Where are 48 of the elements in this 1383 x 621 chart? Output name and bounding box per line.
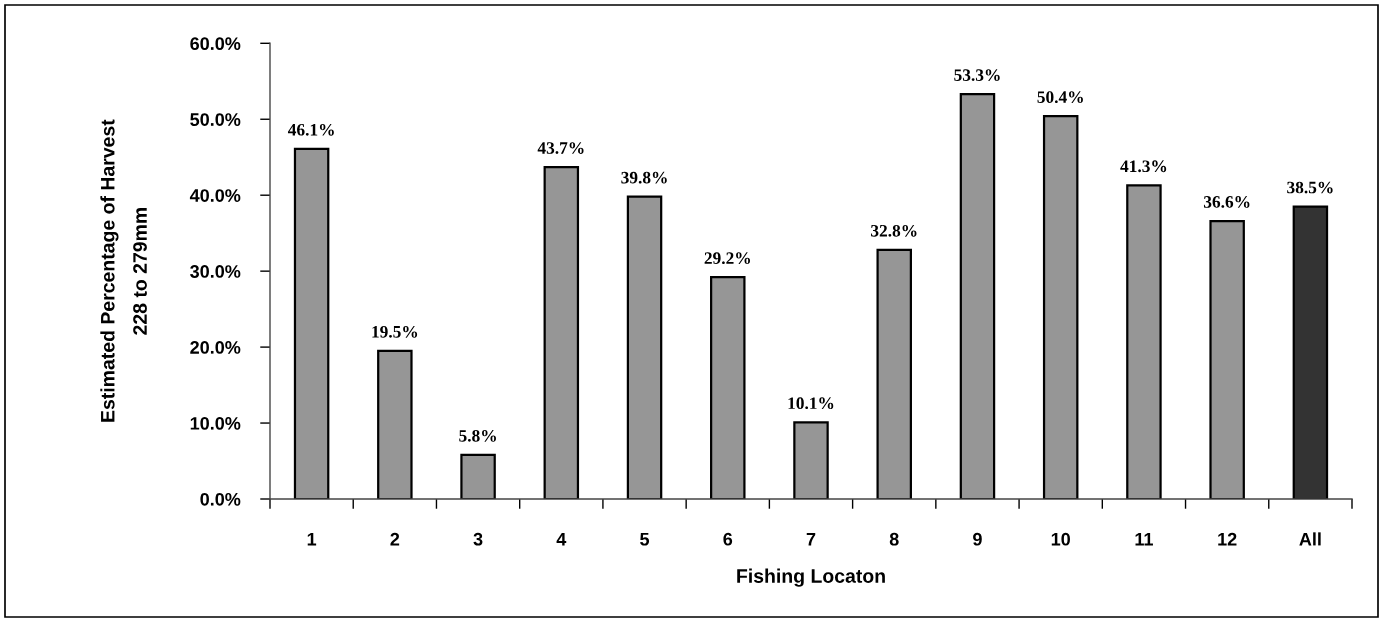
data-label: 43.7% (537, 142, 584, 154)
data-label: 5.8% (459, 429, 496, 442)
data-label: 41.3% (1120, 160, 1167, 173)
bar (710, 276, 746, 499)
x-tick-label: 11 (1135, 533, 1153, 546)
bar (377, 349, 413, 499)
data-label: 50.4% (1037, 91, 1083, 104)
bar (460, 453, 496, 499)
x-tick-label: 3 (473, 532, 483, 546)
y-tick-label: 0.0% (200, 492, 241, 506)
x-axis-title: Fishing Locaton (737, 568, 885, 587)
y-axis-title: Estimated Percentage of Harvest 228 to 279mm (100, 119, 147, 422)
y-tick-label: 50.0% (190, 113, 241, 126)
x-tick-label: 2 (390, 532, 400, 546)
x-tick-label: All (1299, 532, 1321, 546)
data-label: 53.3% (954, 69, 1000, 82)
bar (959, 93, 996, 499)
bar (1292, 205, 1329, 499)
y-tick-label: 60.0% (190, 37, 241, 51)
x-tick-label: 1 (307, 533, 317, 546)
data-label: 46.1% (287, 123, 334, 136)
x-tick-label: 10 (1051, 532, 1070, 546)
y-tick-label: 40.0% (189, 189, 241, 202)
y-tick-label: 20.0% (190, 341, 241, 354)
data-label: 36.6% (1203, 196, 1250, 208)
x-tick-label: 5 (640, 533, 650, 546)
bar (293, 147, 330, 499)
bar (793, 421, 829, 499)
bar (543, 165, 580, 499)
data-label: 38.5% (1287, 181, 1333, 194)
x-tick-label: 12 (1218, 532, 1237, 546)
x-tick-label: 9 (973, 532, 982, 546)
x-tick-label: 4 (556, 533, 567, 546)
bar (876, 248, 912, 499)
bar (626, 195, 663, 499)
data-label: 29.2% (704, 252, 751, 265)
x-tick-label: 7 (806, 533, 816, 546)
x-tick-label: 8 (889, 532, 899, 546)
y-tick-label: 10.0% (190, 416, 241, 430)
bar (1126, 184, 1162, 499)
y-tick-label: 30.0% (190, 265, 241, 278)
x-tick-label: 6 (723, 532, 733, 546)
bar (1209, 219, 1245, 499)
data-label: 10.1% (788, 397, 834, 410)
bar (1042, 115, 1079, 499)
data-label: 32.8% (871, 224, 917, 237)
data-label: 19.5% (372, 325, 418, 338)
data-label: 39.8% (621, 171, 667, 184)
